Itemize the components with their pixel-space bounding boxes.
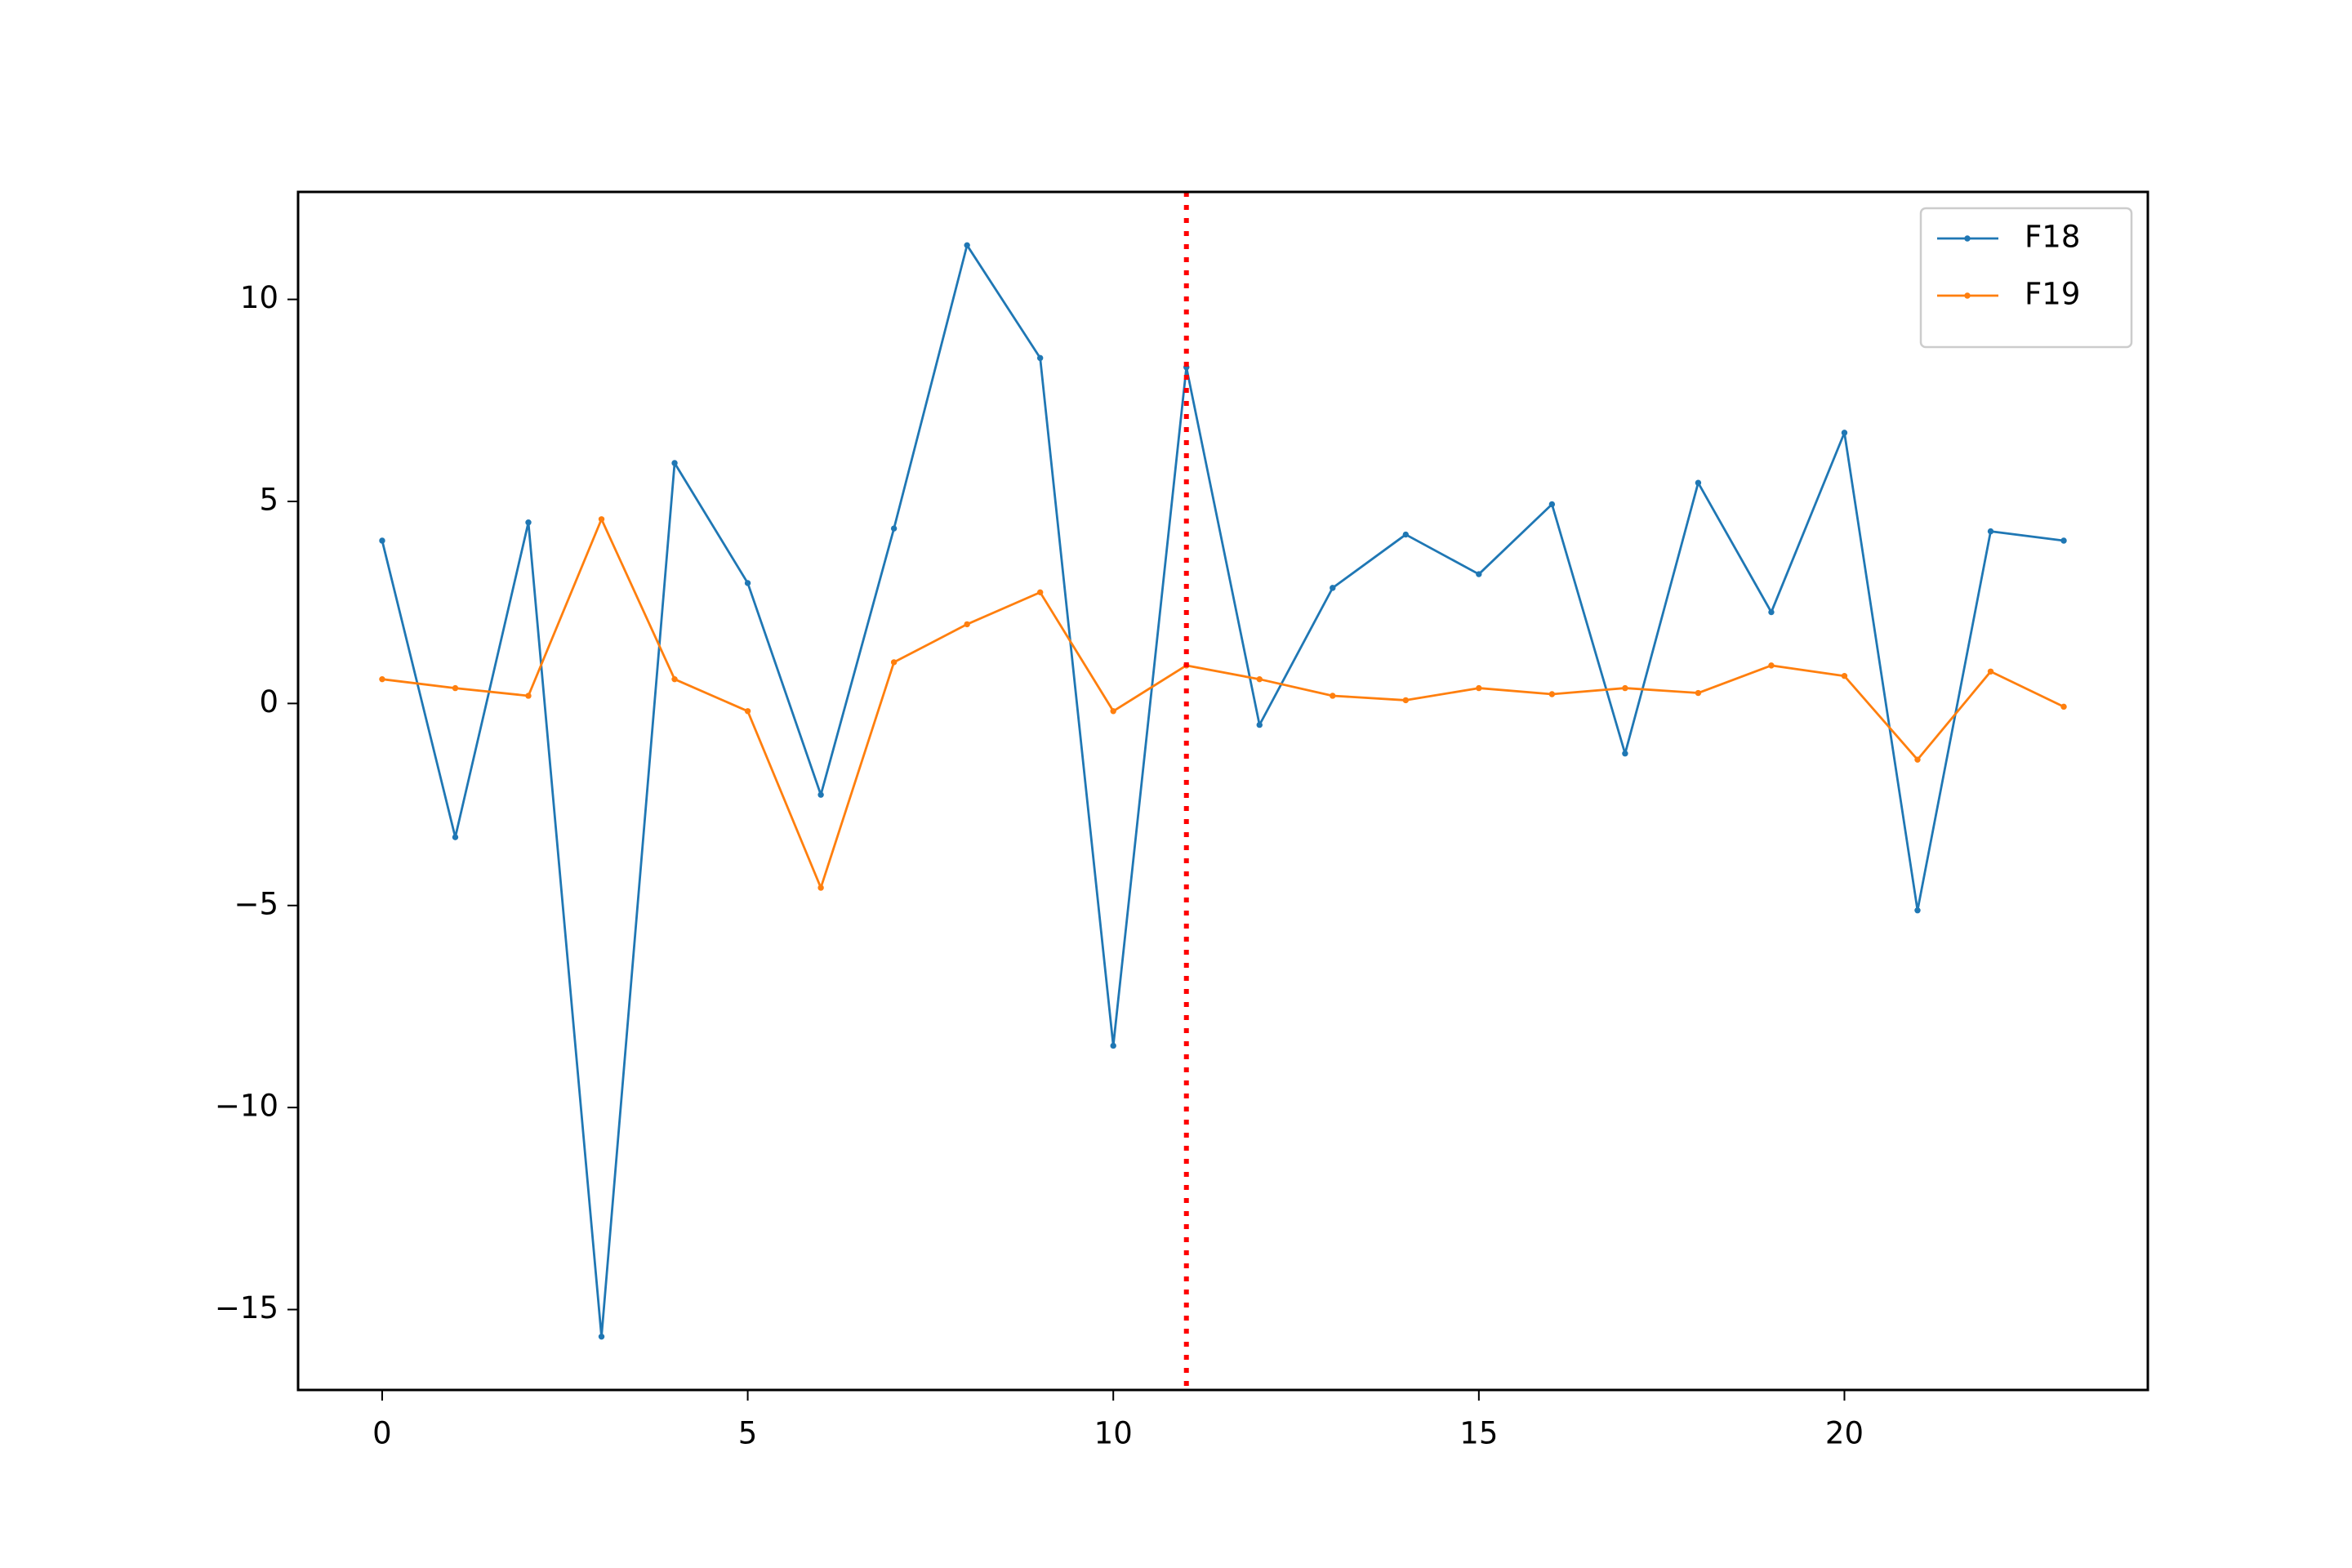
point — [1914, 907, 1921, 914]
point — [1402, 697, 1410, 704]
point — [598, 1333, 605, 1340]
point — [1256, 675, 1263, 683]
y-tick-label: −10 — [215, 1089, 278, 1124]
y-tick-label: −15 — [215, 1290, 278, 1325]
y-tick-label: 10 — [240, 280, 278, 315]
point — [671, 675, 678, 683]
point — [1841, 673, 1848, 679]
point — [1622, 751, 1628, 757]
point — [1841, 430, 1848, 436]
plot-frame — [296, 190, 2149, 1392]
point — [525, 519, 532, 526]
point — [379, 537, 385, 544]
legend-marker — [1964, 292, 1971, 299]
series-line — [381, 518, 2065, 889]
point — [452, 834, 459, 840]
legend-box — [1919, 207, 2133, 349]
point — [1622, 684, 1628, 692]
point — [1036, 354, 1044, 362]
point — [1110, 1042, 1116, 1049]
legend-label: F19 — [2025, 277, 2080, 312]
x-tick-label: 0 — [372, 1416, 392, 1451]
point — [671, 460, 678, 466]
point — [1987, 668, 1994, 675]
point — [964, 242, 970, 249]
point — [525, 693, 532, 699]
point — [1548, 501, 1556, 508]
point — [817, 791, 824, 798]
point — [744, 580, 751, 586]
x-tick-label: 5 — [738, 1416, 758, 1451]
point — [379, 675, 385, 683]
point — [964, 621, 970, 628]
y-tick-label: 5 — [259, 482, 278, 517]
legend-label: F18 — [2025, 220, 2080, 255]
x-tick-label: 20 — [1825, 1416, 1864, 1451]
point — [1330, 693, 1336, 699]
point — [1330, 585, 1336, 591]
point — [1695, 479, 1702, 486]
x-tick-label: 15 — [1459, 1416, 1498, 1451]
point — [744, 708, 751, 715]
point — [1476, 684, 1482, 692]
point — [2060, 537, 2067, 544]
point — [1768, 608, 1775, 616]
point — [1768, 662, 1775, 669]
point — [1402, 531, 1410, 538]
x-tick-label: 10 — [1094, 1416, 1133, 1451]
y-tick-label: 0 — [259, 684, 278, 719]
point — [890, 525, 898, 532]
point — [890, 659, 898, 666]
y-tick-label: −5 — [234, 886, 278, 921]
series-line — [381, 243, 2065, 1339]
point — [2060, 703, 2067, 710]
point — [452, 684, 459, 692]
point — [1548, 691, 1556, 697]
point — [1987, 528, 1994, 535]
point — [817, 884, 824, 891]
point — [1914, 756, 1921, 763]
point — [1695, 689, 1702, 697]
point — [1036, 589, 1044, 596]
point — [1256, 721, 1263, 728]
legend-marker — [1964, 235, 1971, 242]
point — [1476, 571, 1482, 577]
point — [1110, 708, 1116, 715]
point — [598, 516, 605, 523]
